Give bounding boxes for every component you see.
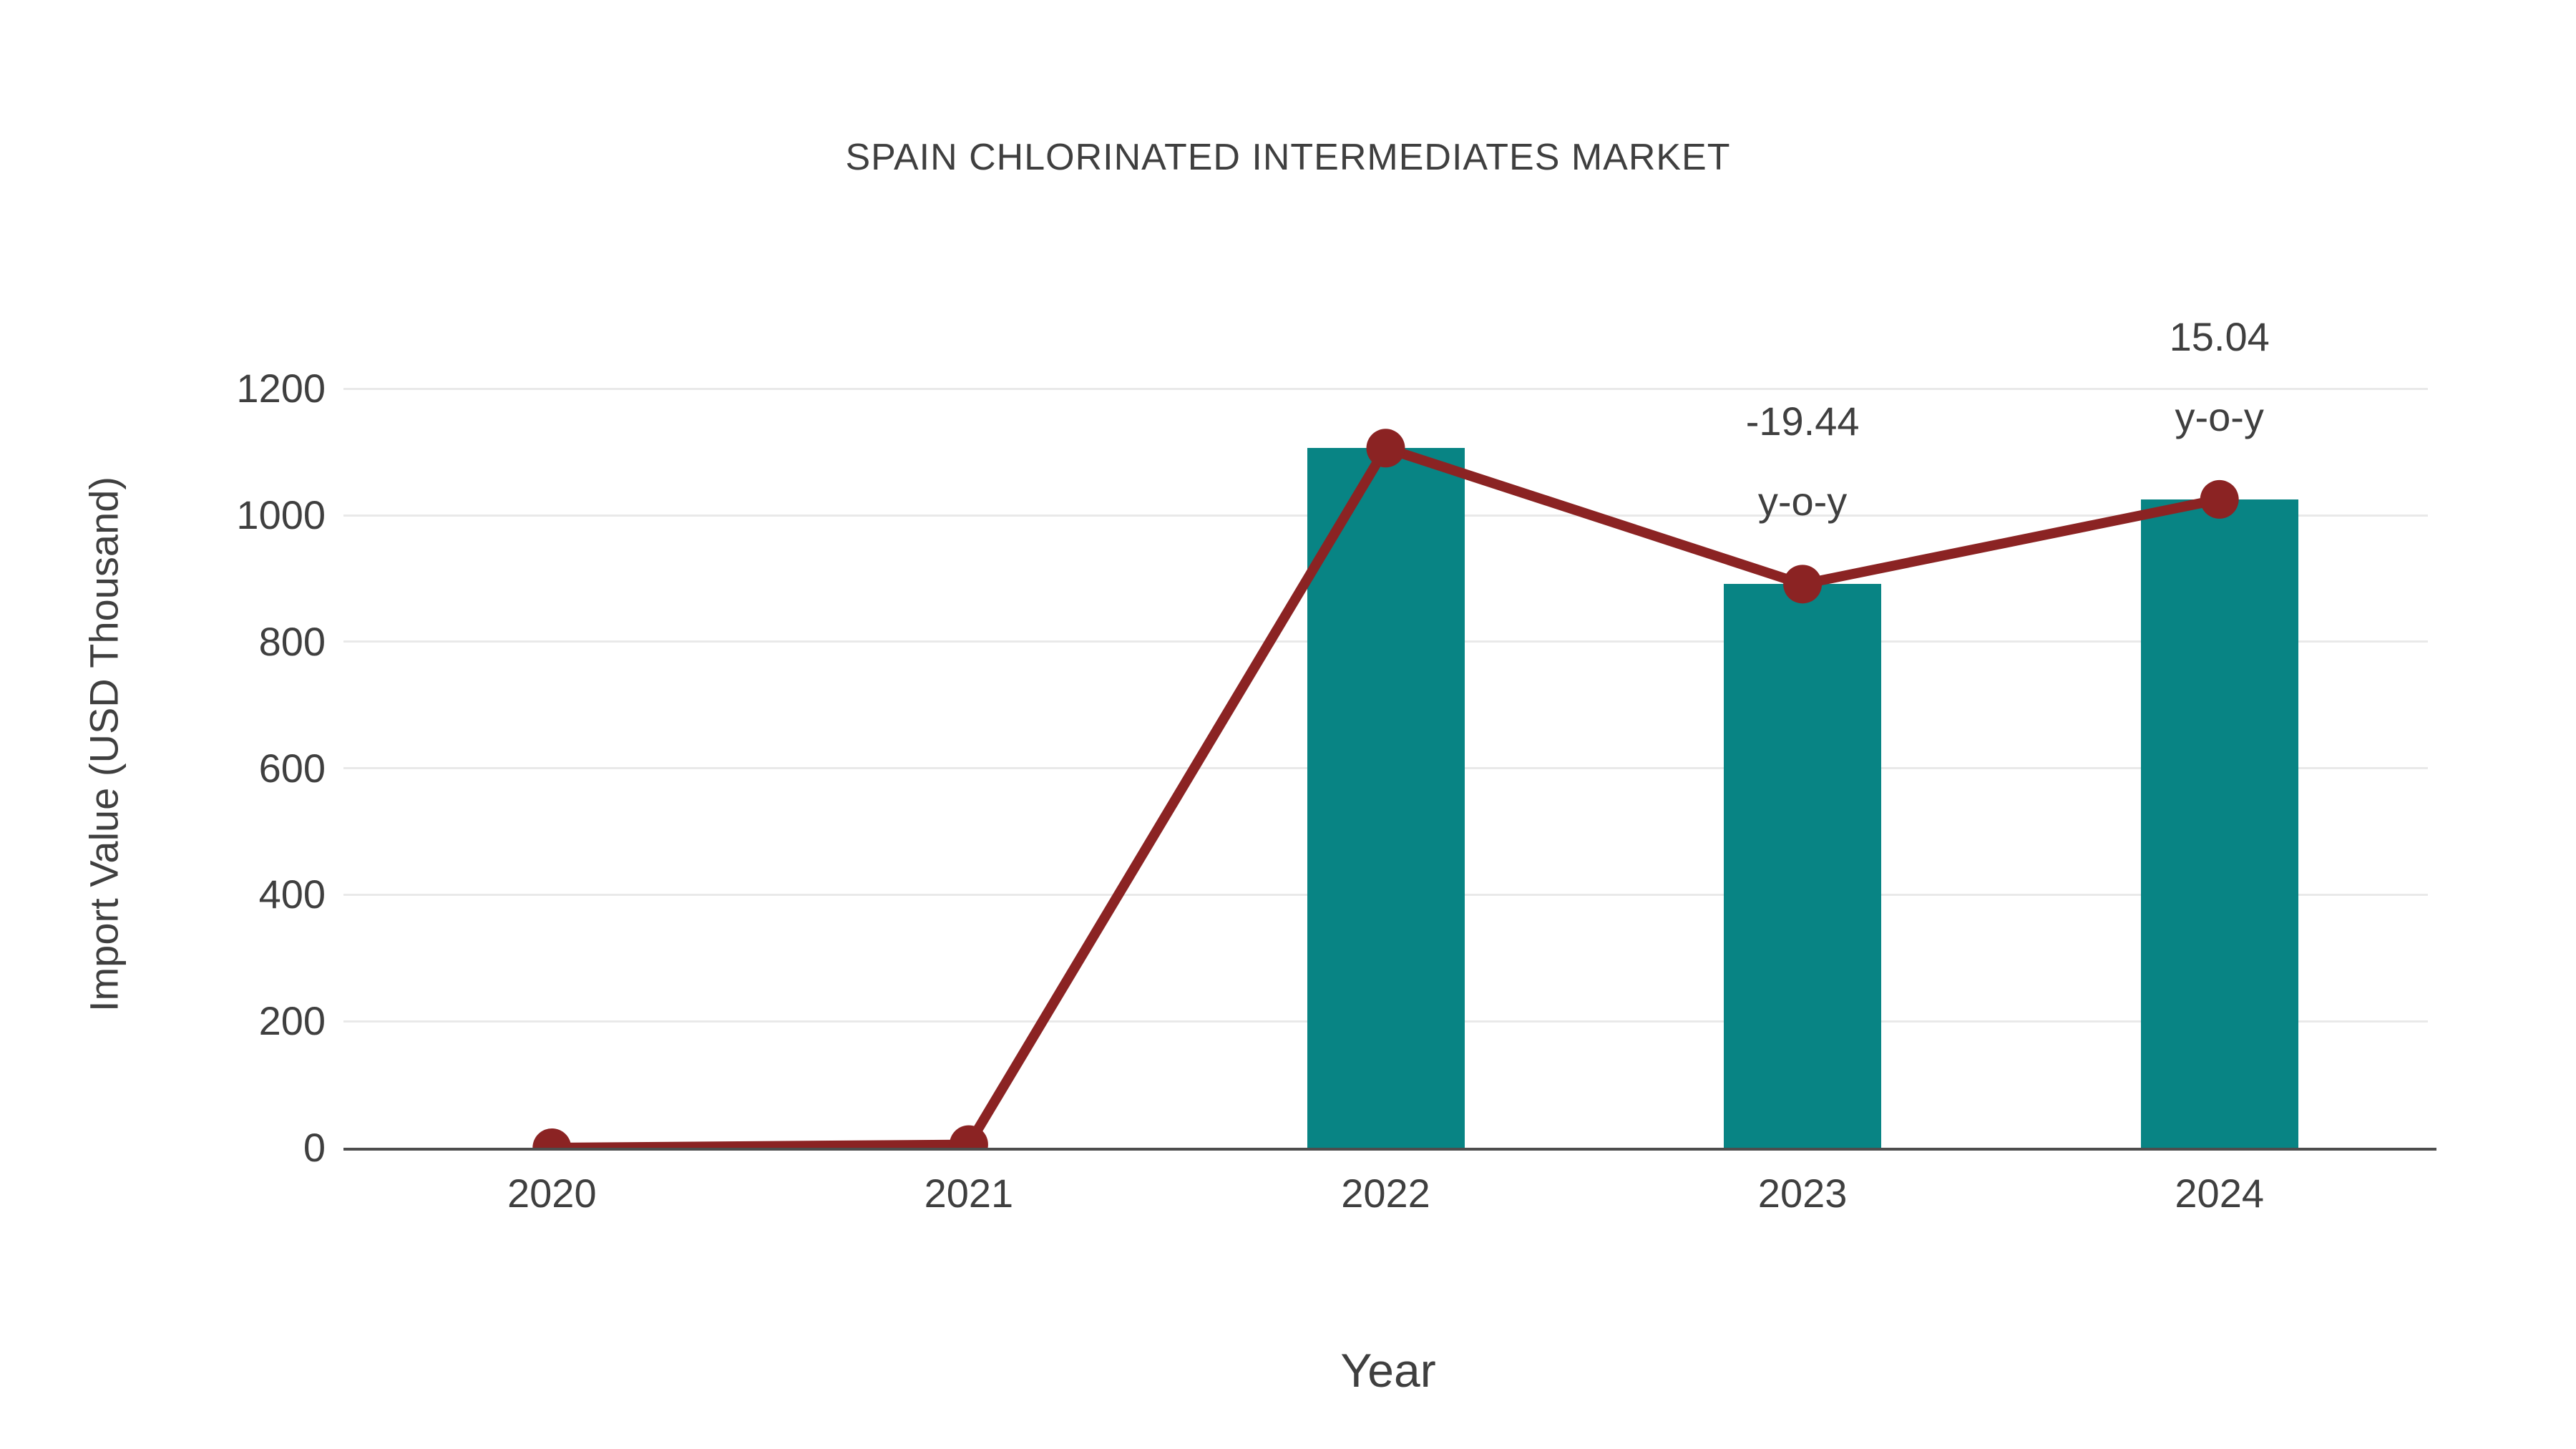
x-tick-label-2024: 2024: [2175, 1171, 2264, 1216]
bar-2023: [1724, 584, 1882, 1148]
plot-area: [343, 301, 2428, 1148]
trend-line: [552, 441, 2221, 1148]
y-tick-label-400: 400: [258, 872, 326, 917]
x-tick-label-2022: 2022: [1341, 1171, 1430, 1216]
y-tick-label-1000: 1000: [236, 492, 326, 537]
x-tick-label-2021: 2021: [924, 1171, 1014, 1216]
x-tick-label-2023: 2023: [1757, 1171, 1848, 1216]
marker-2020: [532, 1128, 572, 1148]
y-axis-title: Import Value (USD Thousand): [81, 476, 127, 1013]
marker-2022: [1366, 429, 1405, 468]
y-tick-label-1200: 1200: [236, 366, 326, 411]
trend-line-layer: [532, 429, 2239, 1148]
y-tick-label-600: 600: [258, 745, 326, 791]
y-tick-label-800: 800: [258, 618, 326, 664]
bar-2024: [2140, 499, 2298, 1148]
marker-2023: [1783, 565, 1823, 604]
annotation-line: y-o-y: [1757, 479, 1848, 525]
y-tick-label-0: 0: [303, 1125, 326, 1170]
x-axis-title: Year: [1340, 1344, 1436, 1397]
chart-title: SPAIN CHLORINATED INTERMEDIATES MARKET: [845, 137, 1731, 178]
y-tick-label-200: 200: [258, 998, 326, 1044]
annotation-2023: -19.44 y-o-y: [1746, 381, 1860, 542]
x-axis-line: [343, 1148, 2436, 1151]
marker-2021: [949, 1125, 988, 1148]
marker-2024: [2200, 479, 2239, 519]
gridline-1200: [343, 387, 2428, 390]
annotation-2024: 15.04 y-o-y: [2170, 297, 2270, 457]
annotation-line: -19.44: [1745, 399, 1860, 444]
x-tick-label-2020: 2020: [507, 1171, 597, 1216]
bar-2022: [1307, 448, 1465, 1148]
annotation-line: 15.04: [2169, 313, 2270, 359]
annotation-line: y-o-y: [2175, 394, 2264, 439]
